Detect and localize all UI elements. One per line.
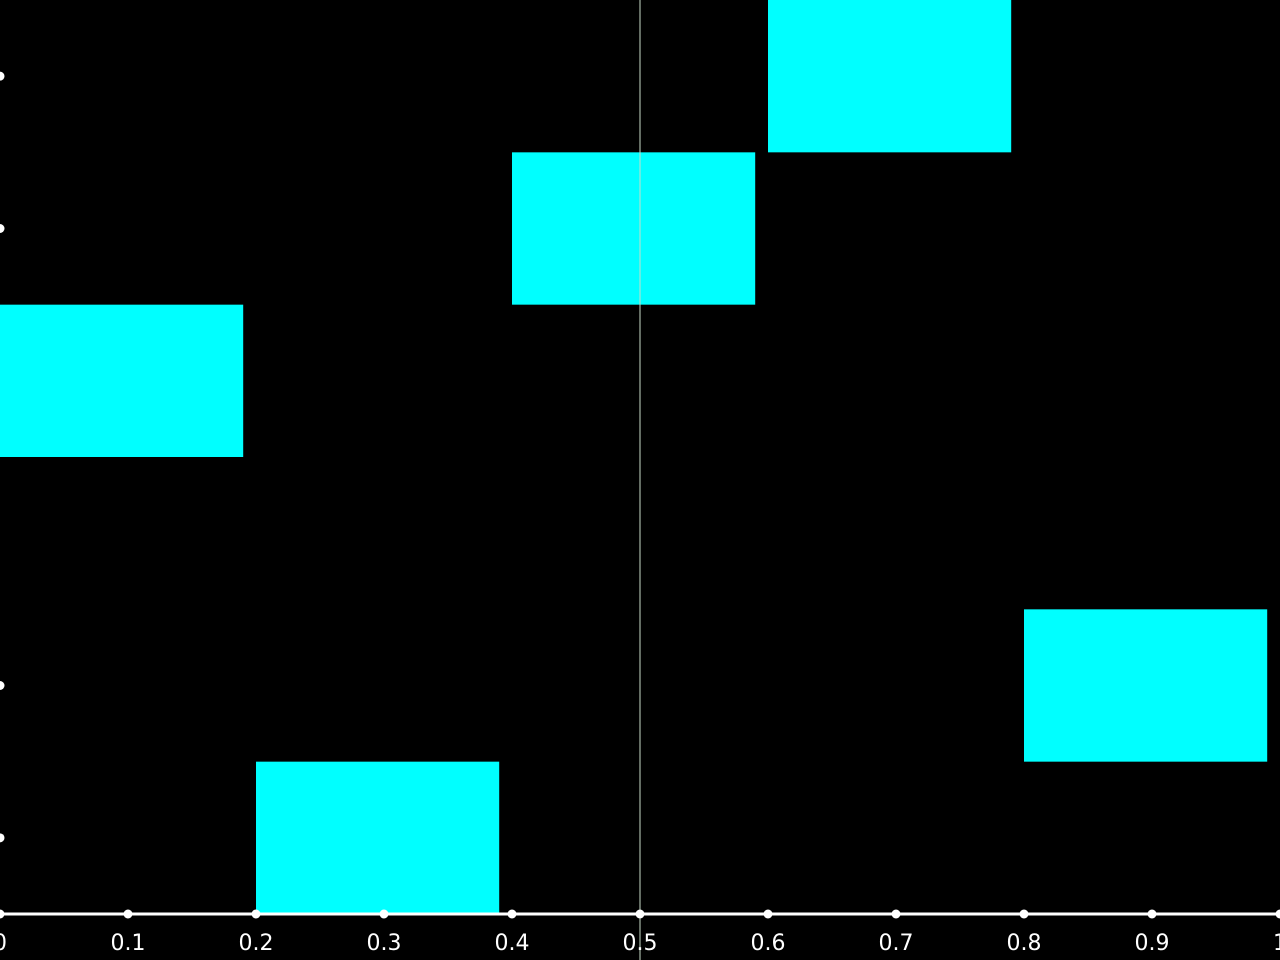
- x-tick-label: 0: [0, 931, 7, 956]
- bar-5: [768, 0, 1012, 153]
- x-tick-dot: [251, 909, 261, 919]
- x-tick-label: 1: [1273, 931, 1280, 956]
- x-axis: 0 0.1 0.2 0.3 0.4 0.5 0.6 0.7 0.8 0.9 1: [0, 909, 1280, 956]
- bar-4: [512, 152, 756, 305]
- x-tick-dot: [763, 909, 773, 919]
- x-tick-dot: [379, 909, 389, 919]
- y-tick-dot: [0, 833, 5, 843]
- x-tick-label: 0.7: [879, 931, 914, 956]
- x-tick-label: 0.4: [495, 931, 530, 956]
- x-tick-dot: [1019, 909, 1029, 919]
- x-tick-label: 0.6: [751, 931, 786, 956]
- x-tick-label: 0.9: [1135, 931, 1170, 956]
- y-tick-dot: [0, 681, 5, 690]
- bar-2: [1024, 609, 1268, 762]
- y-tick-dot: [0, 224, 5, 233]
- x-tick-dot: [635, 909, 645, 919]
- y-axis: [0, 71, 5, 843]
- x-tick-dot: [123, 909, 133, 919]
- x-tick-dot: [891, 909, 901, 919]
- x-tick-dot: [507, 909, 517, 919]
- x-tick-label: 0.3: [367, 931, 402, 956]
- y-tick-dot: [0, 71, 5, 81]
- x-tick-dot: [0, 909, 5, 919]
- bar-1: [256, 761, 500, 914]
- x-tick-label: 0.1: [111, 931, 146, 956]
- x-tick-label: 0.2: [239, 931, 274, 956]
- x-tick-dot: [1275, 909, 1280, 919]
- bars-layer: [0, 0, 1268, 914]
- x-tick-label: 0.5: [623, 931, 658, 956]
- bar-3: [0, 304, 244, 457]
- x-tick-dot: [1147, 909, 1157, 919]
- x-tick-label: 0.8: [1007, 931, 1042, 956]
